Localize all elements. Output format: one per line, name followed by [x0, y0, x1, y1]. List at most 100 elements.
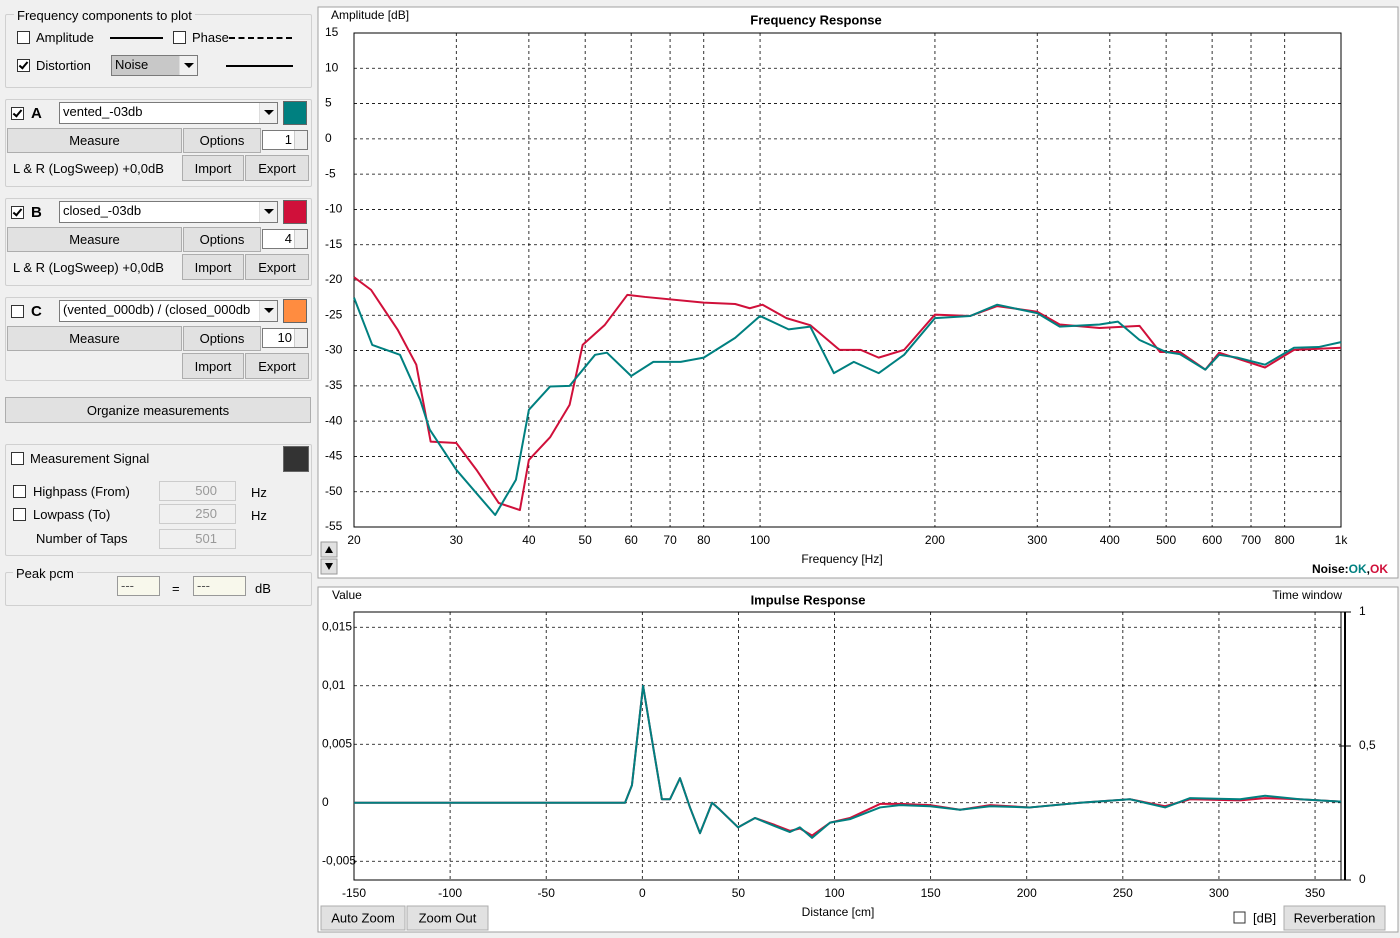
y-tick-label: -20 — [325, 272, 343, 286]
distortion-checkbox[interactable] — [17, 59, 30, 72]
series-line — [353, 297, 1342, 516]
measurement-color[interactable] — [283, 200, 307, 224]
scroll-down-button[interactable] — [320, 558, 338, 575]
measurement-info: L & R (LogSweep) +0,0dB — [13, 161, 164, 176]
x-tick-label: -150 — [342, 886, 366, 900]
measurement-select[interactable]: vented_-03db — [59, 102, 278, 124]
measurement-group — [5, 99, 312, 187]
x-tick-label: 600 — [1202, 533, 1222, 547]
export-button[interactable]: Export — [245, 254, 309, 280]
measurement-select[interactable]: (vented_000db) / (closed_000db — [59, 300, 278, 322]
highpass-value[interactable]: 500 — [159, 481, 236, 501]
y2-axis-label: Time window — [1272, 588, 1342, 602]
export-button[interactable]: Export — [245, 155, 309, 181]
measurement-checkbox[interactable] — [11, 305, 24, 318]
dropdown-arrow[interactable] — [259, 103, 277, 123]
x-tick-label: -50 — [538, 886, 556, 900]
x-tick-label: 300 — [1027, 533, 1047, 547]
button-label: Auto Zoom — [331, 910, 395, 925]
count-spinner[interactable]: 4 — [262, 229, 308, 249]
auto-zoom-button[interactable]: Auto Zoom — [320, 905, 406, 931]
count-spinner[interactable]: 10 — [262, 328, 308, 348]
highpass-checkbox[interactable] — [13, 485, 26, 498]
x-tick-label: 150 — [921, 886, 941, 900]
status-part: Noise: — [1312, 562, 1349, 576]
amplitude-checkbox[interactable] — [17, 31, 30, 44]
frequency-panel — [317, 6, 1399, 579]
dropdown-arrow[interactable] — [259, 301, 277, 321]
signal-checkbox[interactable] — [11, 452, 24, 465]
lowpass-label: Lowpass (To) — [33, 507, 111, 522]
left-panel: Frequency components to plot Amplitude Pha… — [0, 0, 316, 938]
phase-line-sample — [229, 37, 292, 39]
y2-tick-label: 0 — [1359, 872, 1366, 886]
measurement-letter: B — [31, 204, 42, 221]
options-button[interactable]: Options — [183, 326, 261, 351]
import-button[interactable]: Import — [182, 353, 244, 379]
x-tick-label: 100 — [750, 533, 770, 547]
components-group — [5, 14, 312, 88]
measurement-checkbox[interactable] — [11, 107, 24, 120]
amplitude-line-sample — [110, 37, 163, 39]
phase-label: Phase — [192, 30, 229, 45]
x-tick-label: 200 — [1017, 886, 1037, 900]
measurement-select[interactable]: closed_-03db — [59, 201, 278, 223]
y-tick-label: 0,01 — [322, 678, 346, 692]
measurement-checkbox[interactable] — [11, 206, 24, 219]
y-tick-label: 10 — [325, 60, 339, 74]
lowpass-checkbox[interactable] — [13, 508, 26, 521]
x-tick-label: 70 — [663, 533, 677, 547]
zoom-out-button[interactable]: Zoom Out — [406, 905, 489, 931]
x-tick-label: 500 — [1156, 533, 1176, 547]
measurement-color[interactable] — [283, 299, 307, 323]
chart-title: Impulse Response — [751, 592, 866, 607]
y-tick-label: -35 — [325, 378, 343, 392]
options-button[interactable]: Options — [183, 128, 261, 153]
highpass-unit: Hz — [251, 485, 267, 500]
measure-button[interactable]: Measure — [7, 128, 182, 153]
dropdown-arrow[interactable] — [179, 56, 197, 75]
import-button[interactable]: Import — [182, 155, 244, 181]
x-tick-label: 300 — [1209, 886, 1229, 900]
scroll-up-button[interactable] — [320, 541, 338, 558]
y-tick-label: 5 — [325, 96, 332, 110]
x-tick-label: 80 — [697, 533, 711, 547]
import-button[interactable]: Import — [182, 254, 244, 280]
peak-right: --- — [193, 576, 246, 596]
organize-button[interactable]: Organize measurements — [5, 397, 311, 423]
taps-value[interactable]: 501 — [159, 529, 236, 549]
x-tick-label: 800 — [1275, 533, 1295, 547]
x-tick-label: 1k — [1335, 533, 1349, 547]
db-checkbox[interactable] — [1233, 911, 1246, 924]
y-tick-label: 0 — [322, 795, 329, 809]
export-button[interactable]: Export — [245, 353, 309, 379]
measure-button[interactable]: Measure — [7, 227, 182, 252]
y-tick-label: 0 — [325, 131, 332, 145]
amplitude-label: Amplitude — [36, 30, 94, 45]
measurement-info: L & R (LogSweep) +0,0dB — [13, 260, 164, 275]
phase-checkbox[interactable] — [173, 31, 186, 44]
options-button[interactable]: Options — [183, 227, 261, 252]
reverberation-button[interactable]: Reverberation — [1283, 905, 1386, 931]
measurement-group — [5, 198, 312, 286]
x-tick-label: 250 — [1113, 886, 1133, 900]
lowpass-value[interactable]: 250 — [159, 504, 236, 524]
measurement-group — [5, 297, 312, 381]
y-tick-label: 0,015 — [322, 619, 352, 633]
x-tick-label: 400 — [1100, 533, 1120, 547]
noise-status: Noise:OK,OK — [1312, 562, 1388, 576]
noise-select[interactable]: Noise — [111, 55, 198, 76]
measurement-color[interactable] — [283, 101, 307, 125]
dropdown-arrow[interactable] — [259, 202, 277, 222]
peak-eq: = — [172, 581, 180, 596]
db-label: [dB] — [1253, 910, 1276, 925]
y-tick-label: 0,005 — [322, 736, 352, 750]
y2-tick-label: 1 — [1359, 604, 1366, 618]
y-tick-label: -40 — [325, 413, 343, 427]
signal-color[interactable] — [283, 446, 309, 472]
button-label: Zoom Out — [419, 910, 477, 925]
measure-button[interactable]: Measure — [7, 326, 182, 351]
peak-left: --- — [117, 576, 160, 596]
count-spinner[interactable]: 1 — [262, 130, 308, 150]
